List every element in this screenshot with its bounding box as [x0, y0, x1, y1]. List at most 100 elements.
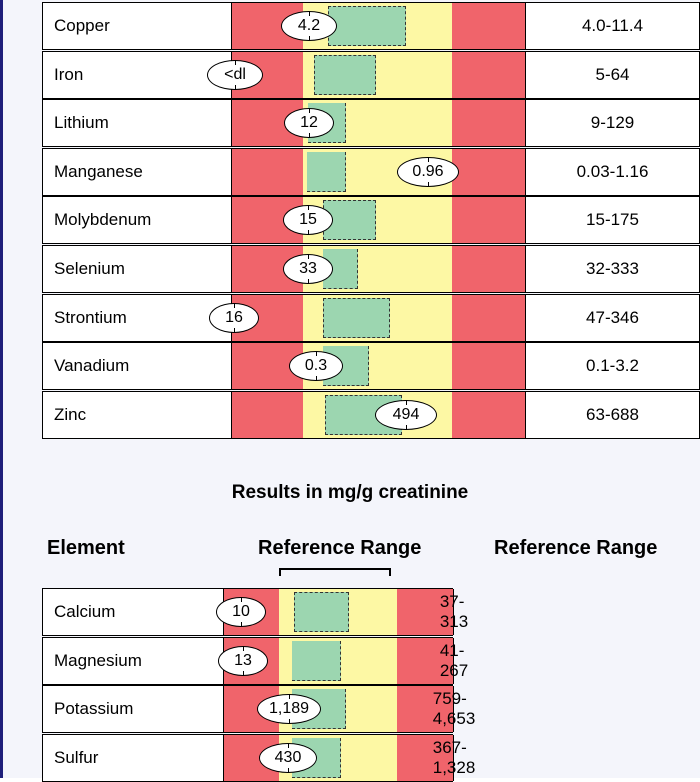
bubble-tick-bottom: [309, 133, 310, 139]
bubble-tick-bottom: [234, 327, 235, 333]
result-value: 0.96: [412, 162, 444, 180]
result-value: 16: [225, 308, 243, 326]
result-bubble: 0.96: [397, 156, 459, 187]
column-divider: [525, 343, 526, 390]
reference-range-band: [292, 640, 341, 681]
bubble-tick-top: [234, 302, 235, 308]
column-divider: [525, 197, 526, 244]
reference-range-bracket: [279, 568, 391, 576]
table-row: Strontium 16 47-346: [42, 293, 700, 342]
reference-range-value: 9-129: [590, 113, 635, 133]
table-row: Copper 4.2 4.0-11.4: [42, 2, 700, 50]
result-bubble: <dl: [207, 59, 263, 90]
result-bubble: 4.2: [281, 11, 337, 41]
column-divider: [231, 197, 232, 244]
header-element: Element: [47, 537, 125, 559]
table-row: Selenium 33 32-333: [42, 245, 700, 293]
result-bubble: 1,189: [257, 694, 321, 724]
column-divider: [231, 100, 232, 147]
reference-range-value: 63-688: [586, 404, 639, 424]
bubble-tick-top: [406, 399, 407, 405]
column-divider: [231, 148, 232, 195]
out-of-range-high-band: [452, 391, 526, 438]
bubble-tick-top: [316, 351, 317, 357]
element-name: Copper: [54, 16, 110, 35]
out-of-range-high-band: [397, 686, 454, 732]
out-of-range-high-band: [452, 148, 526, 195]
bubble-tick-bottom: [428, 181, 429, 187]
bubble-tick-bottom: [289, 719, 290, 724]
column-divider: [453, 734, 454, 781]
column-divider: [231, 246, 232, 292]
column-divider: [231, 391, 232, 438]
result-value: 1,189: [268, 700, 310, 717]
bubble-tick-top: [308, 254, 309, 259]
left-border: [0, 0, 3, 778]
bubble-tick-top: [428, 156, 429, 162]
bubble-tick-bottom: [241, 622, 242, 627]
result-value: 10: [232, 603, 250, 620]
column-divider: [223, 686, 224, 732]
table-row: Vanadium 0.3 0.1-3.2: [42, 342, 700, 391]
result-value: 13: [234, 651, 252, 669]
element-name: Lithium: [54, 113, 109, 133]
result-value: 12: [300, 114, 318, 132]
result-bubble: 15: [283, 205, 333, 236]
bubble-tick-top: [241, 597, 242, 602]
reference-range-value: 5-64: [595, 64, 630, 84]
table-row: Magnesium1341-267: [42, 636, 468, 685]
result-value: 33: [299, 260, 317, 277]
bubble-tick-top: [309, 108, 310, 114]
reference-range-band: [307, 151, 346, 192]
element-name: Iron: [54, 64, 84, 84]
table-row: Zinc 494 63-688: [42, 390, 700, 439]
bubble-tick-bottom: [406, 424, 407, 430]
result-bubble: 10: [216, 597, 266, 627]
column-divider: [453, 637, 454, 684]
column-divider: [231, 3, 232, 49]
table-row: Sulfur430367-1,328: [42, 733, 475, 782]
reference-range-band: [328, 6, 406, 46]
table-row: Iron <dl 5-64: [42, 50, 700, 99]
bubble-tick-bottom: [316, 376, 317, 382]
result-bubble: 0.3: [289, 351, 343, 382]
element-name: Potassium: [54, 699, 134, 718]
bubble-tick-bottom: [243, 670, 244, 676]
out-of-range-high-band: [452, 3, 526, 49]
element-name: Manganese: [54, 161, 143, 181]
out-of-range-low-band: [232, 391, 303, 438]
header-reference-range-text: Reference Range: [494, 537, 658, 559]
result-value: 494: [392, 405, 420, 423]
out-of-range-high-band: [452, 343, 526, 390]
column-divider: [525, 100, 526, 147]
result-value: 15: [299, 211, 317, 229]
table-row: Calcium1037-313: [42, 588, 468, 636]
table-row: Manganese 0.96 0.03-1.16: [42, 147, 700, 196]
element-name: Vanadium: [54, 356, 130, 376]
bubble-tick-top: [288, 742, 289, 748]
bubble-tick-top: [289, 694, 290, 699]
column-divider: [223, 734, 224, 781]
element-name: Selenium: [54, 259, 125, 278]
result-value: 0.3: [304, 357, 328, 375]
bubble-tick-top: [309, 11, 310, 16]
out-of-range-high-band: [452, 246, 526, 292]
bubble-tick-bottom: [308, 230, 309, 236]
result-value: 4.2: [297, 17, 321, 34]
column-divider: [525, 3, 526, 49]
bubble-tick-bottom: [308, 279, 309, 284]
element-name: Calcium: [54, 602, 116, 621]
reference-range-band: [294, 592, 349, 632]
result-bubble: 12: [284, 108, 334, 139]
result-bubble: 16: [209, 302, 259, 333]
reference-range-value: 32-333: [586, 259, 639, 278]
result-bubble: 13: [218, 645, 268, 676]
element-name: Magnesium: [54, 650, 142, 670]
reference-range-band: [314, 54, 376, 95]
column-divider: [525, 51, 526, 98]
section-title: Results in mg/g creatinine: [231, 482, 469, 503]
out-of-range-high-band: [397, 637, 454, 684]
reference-range-value: 47-346: [586, 307, 639, 327]
column-divider: [231, 343, 232, 390]
